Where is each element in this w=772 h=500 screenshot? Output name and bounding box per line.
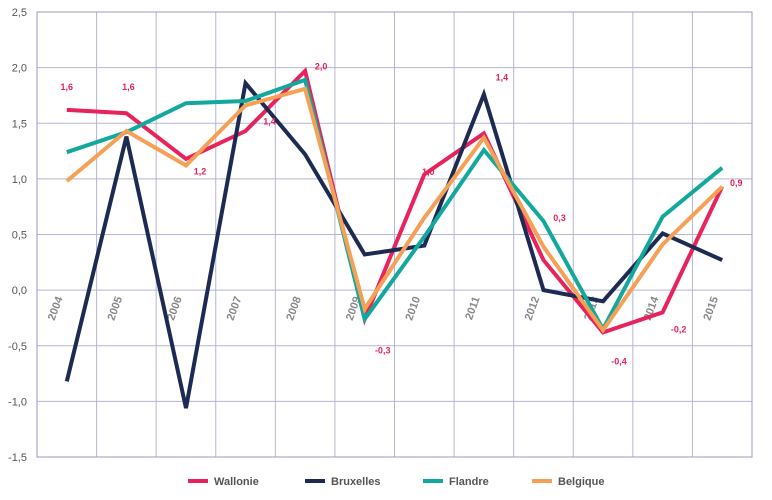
x-tick-label: 2005	[106, 295, 126, 322]
y-tick-label: -1,0	[8, 396, 27, 408]
x-tick-label: 2011	[463, 295, 482, 322]
series-line-flandre	[66, 77, 724, 334]
grid	[36, 11, 753, 458]
x-tick-label: 2012	[523, 295, 543, 322]
series-line-wallonie	[66, 67, 725, 335]
series-line-belgique	[65, 86, 724, 334]
plot-frame	[36, 11, 753, 458]
y-tick-label: 1,5	[12, 118, 27, 130]
data-label: 1,2	[194, 167, 207, 177]
data-label: 2,0	[315, 62, 328, 72]
data-label: 1,6	[61, 82, 74, 92]
data-label: -0,4	[611, 357, 627, 367]
legend-label-belgique[interactable]: Belgique	[558, 476, 604, 488]
data-label: -0,2	[671, 324, 687, 334]
data-label: 1,4	[263, 116, 276, 126]
legend-label-flandre[interactable]: Flandre	[449, 476, 489, 488]
data-label: 1,0	[422, 167, 435, 177]
y-tick-label: 0,0	[12, 285, 27, 297]
y-tick-label: 1,0	[12, 174, 27, 186]
legend[interactable]: Wallonie Bruxelles Flandre Belgique	[188, 476, 604, 488]
legend-label-bruxelles[interactable]: Bruxelles	[331, 476, 381, 488]
y-tick-label: 2,5	[12, 7, 27, 19]
series-line-bruxelles	[64, 78, 724, 409]
x-tick-label: 2010	[403, 295, 423, 322]
x-tick-label: 2015	[701, 295, 721, 322]
data-label: 0,9	[730, 178, 743, 188]
series-lines	[64, 67, 725, 409]
data-label: 1,6	[122, 82, 135, 92]
y-axis: 2,5 2,0 1,5 1,0 0,5 0,0 -0,5 -1,0 -1,5	[8, 7, 27, 464]
y-tick-label: 0,5	[12, 230, 27, 242]
y-tick-label: -0,5	[8, 341, 27, 353]
y-tick-label: -1,5	[8, 452, 27, 464]
legend-label-wallonie[interactable]: Wallonie	[214, 476, 259, 488]
data-label: -0,3	[375, 346, 391, 356]
x-tick-label: 2007	[225, 295, 245, 322]
x-tick-label: 2008	[284, 295, 304, 322]
data-labels: 1,6 1,6 1,2 1,4 2,0 -0,3 1,0 1,4 0,3 -0,4 -0,2 0,9	[61, 62, 743, 367]
data-label: 0,3	[553, 213, 566, 223]
data-label: 1,4	[496, 72, 509, 82]
y-tick-label: 2,0	[12, 63, 27, 75]
x-tick-label: 2004	[46, 294, 66, 322]
